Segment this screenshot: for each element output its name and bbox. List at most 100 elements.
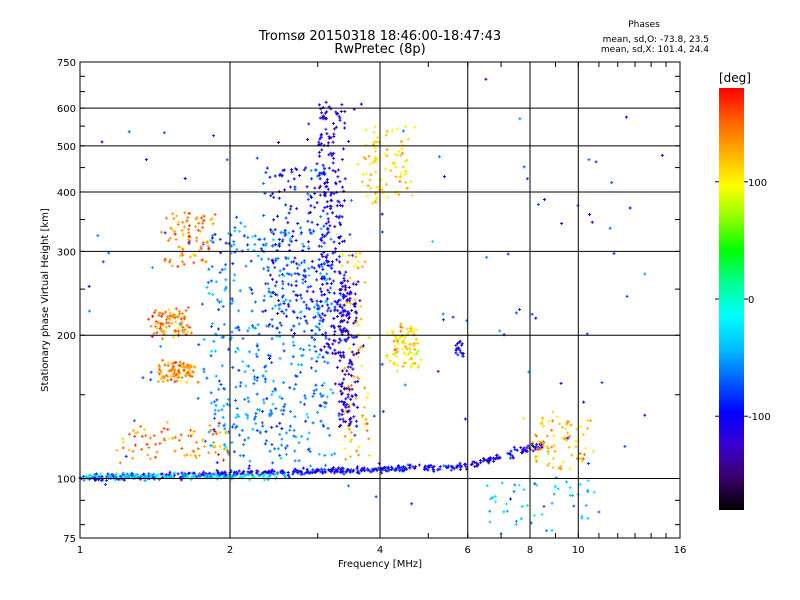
scatter-point [319, 419, 323, 423]
scatter-point [281, 342, 285, 346]
scatter-point [579, 424, 583, 428]
scatter-point [203, 445, 207, 449]
scatter-point [522, 488, 526, 492]
scatter-point [209, 391, 213, 395]
scatter-point [320, 148, 324, 152]
scatter-point [344, 405, 348, 409]
scatter-point [357, 260, 361, 264]
scatter-point [530, 312, 534, 316]
scatter-point [241, 337, 245, 341]
scatter-point [221, 415, 225, 419]
colorbar-tick-label: 0 [748, 295, 754, 306]
scatter-point [324, 336, 328, 340]
scatter-point [285, 272, 289, 276]
scatter-point [288, 237, 292, 241]
scatter-point [321, 255, 325, 259]
scatter-point [218, 237, 222, 241]
scatter-point [319, 348, 323, 352]
scatter-point [314, 383, 318, 387]
scatter-point [335, 258, 339, 262]
scatter-point [202, 367, 206, 371]
scatter-point [254, 422, 258, 426]
scatter-point [290, 170, 294, 174]
scatter-point [201, 221, 205, 225]
scatter-point [364, 172, 368, 176]
scatter-point [522, 446, 526, 450]
scatter-point [215, 432, 219, 436]
scatter-point [353, 380, 357, 384]
scatter-point [242, 454, 246, 458]
scatter-point [173, 435, 177, 439]
scatter-point [269, 194, 273, 198]
scatter-point [508, 456, 512, 460]
scatter-point [268, 354, 272, 358]
scatter-point [288, 207, 292, 211]
scatter-point [334, 110, 338, 114]
scatter-point [552, 443, 556, 447]
scatter-point [502, 510, 506, 514]
scatter-point [525, 504, 529, 508]
scatter-point [332, 132, 336, 136]
scatter-point [353, 298, 357, 302]
scatter-point [234, 385, 238, 389]
scatter-point [401, 165, 405, 169]
scatter-point [214, 374, 218, 378]
scatter-point [286, 474, 290, 478]
scatter-point [292, 428, 296, 432]
scatter-point [542, 505, 546, 509]
scatter-point [187, 211, 191, 215]
scatter-point [317, 313, 321, 317]
scatter-point [127, 130, 131, 134]
scatter-point [404, 180, 408, 184]
scatter-point [202, 470, 206, 474]
scatter-point [141, 376, 145, 380]
scatter-point [299, 470, 303, 474]
x-tick-label: 6 [465, 545, 471, 556]
scatter-point [369, 173, 373, 177]
scatter-point [333, 299, 337, 303]
scatter-point [352, 468, 356, 472]
scatter-point [207, 267, 211, 271]
scatter-point [307, 122, 311, 126]
scatter-point [279, 230, 283, 234]
scatter-point [137, 475, 141, 479]
scatter-point [264, 242, 268, 246]
scatter-point [273, 284, 277, 288]
scatter-point [271, 192, 275, 196]
scatter-point [287, 231, 291, 235]
scatter-point [285, 444, 289, 448]
scatter-point [563, 435, 567, 439]
scatter-point [257, 474, 261, 478]
scatter-point [290, 283, 294, 287]
scatter-point [222, 404, 226, 408]
scatter-point [235, 413, 239, 417]
scatter-point [243, 225, 247, 229]
scatter-point [177, 326, 181, 330]
scatter-point [157, 371, 161, 375]
scatter-point [331, 279, 335, 283]
scatter-point [330, 152, 334, 156]
scatter-point [446, 466, 450, 470]
scatter-point [277, 196, 281, 200]
scatter-point [255, 428, 259, 432]
scatter-point [350, 387, 354, 391]
scatter-point [142, 473, 146, 477]
colorbar-tick-label: -100 [748, 412, 771, 423]
scatter-point [281, 287, 285, 291]
scatter-point [312, 305, 316, 309]
scatter-point [283, 188, 287, 192]
scatter-point [295, 262, 299, 266]
scatter-point [327, 290, 331, 294]
scatter-point [217, 421, 221, 425]
scatter-point [375, 468, 379, 472]
scatter-point [317, 263, 321, 267]
scatter-point [174, 373, 178, 377]
scatter-point [172, 335, 176, 339]
scatter-point [148, 475, 152, 479]
scatter-point [385, 154, 389, 158]
scatter-point [409, 343, 413, 347]
scatter-point [307, 447, 311, 451]
scatter-point [542, 198, 546, 202]
scatter-point [209, 325, 213, 329]
scatter-point [341, 369, 345, 373]
